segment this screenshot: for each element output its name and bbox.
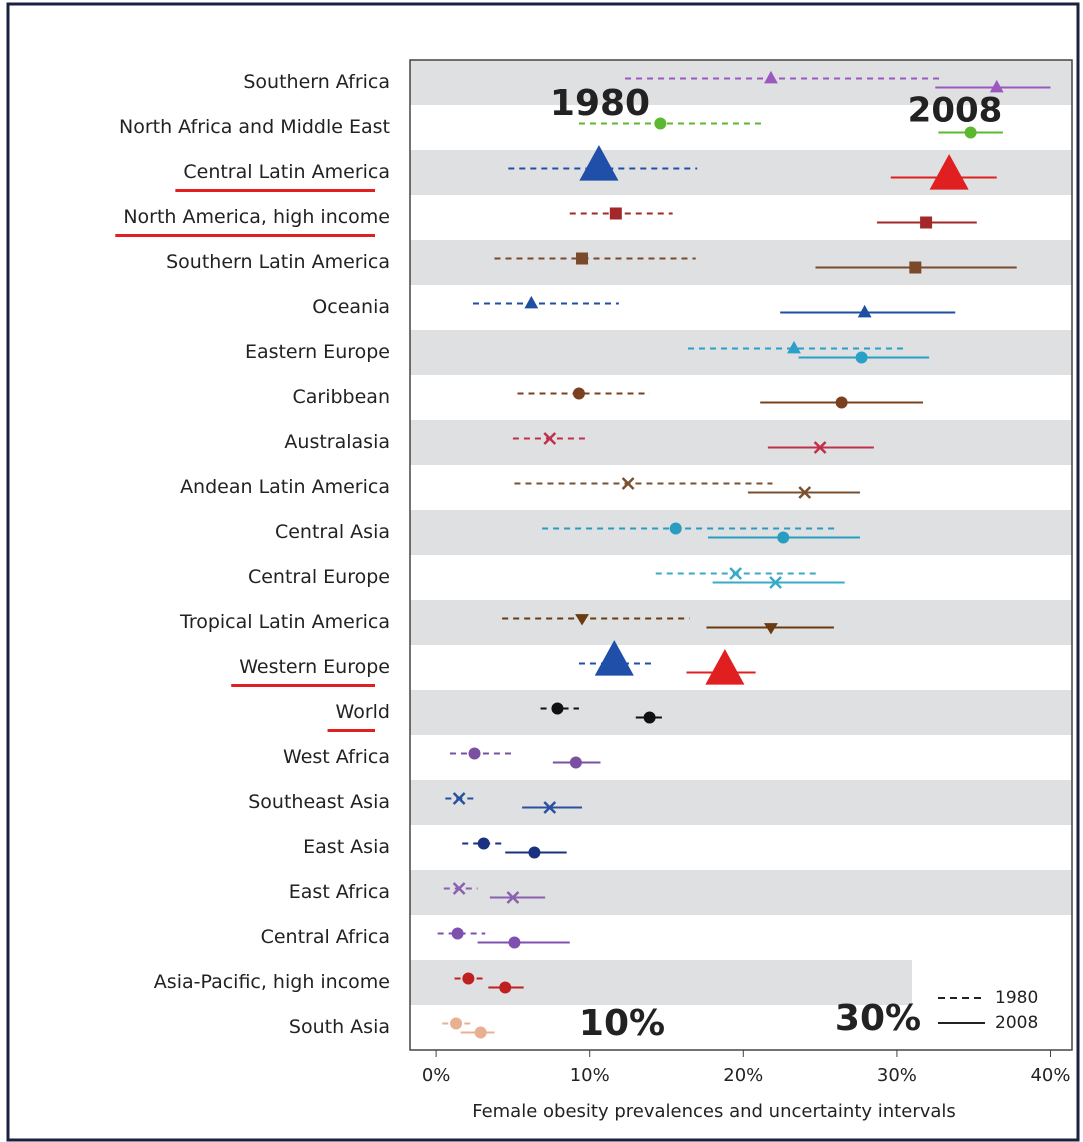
point <box>543 432 557 445</box>
point <box>506 891 520 904</box>
category-label: Southern Latin America <box>166 251 390 273</box>
point <box>594 640 634 676</box>
row-band <box>410 510 1072 555</box>
point <box>798 486 812 499</box>
category-label: Australasia <box>284 431 390 453</box>
row-band <box>410 690 1072 735</box>
point <box>769 576 782 589</box>
point <box>450 1017 463 1030</box>
category-label: Central Europe <box>248 566 390 588</box>
category-label: East Asia <box>303 836 390 858</box>
category-label: Andean Latin America <box>180 476 390 498</box>
point <box>989 79 1004 93</box>
category-label: West Africa <box>283 746 390 768</box>
row-band <box>410 870 1072 915</box>
row-band <box>410 600 1072 645</box>
point <box>621 477 635 490</box>
x-tick-label: 40% <box>1030 1065 1070 1086</box>
point <box>964 126 977 139</box>
point <box>729 567 743 580</box>
x-tick-label: 30% <box>877 1065 917 1086</box>
category-label: Eastern Europe <box>245 341 390 363</box>
category-label: Western Europe <box>239 656 390 678</box>
point <box>787 340 801 354</box>
frame <box>6 2 1080 1142</box>
point <box>462 972 475 985</box>
x-axis-label: Female obesity prevalences and uncertain… <box>472 1101 956 1122</box>
point <box>643 711 656 724</box>
annotation: 10% <box>579 1003 665 1044</box>
row-band <box>410 420 1072 465</box>
point <box>452 882 466 895</box>
category-label: Southern Africa <box>243 71 390 93</box>
point <box>579 145 619 181</box>
row-band <box>410 330 1072 375</box>
category-label: South Asia <box>289 1016 390 1038</box>
category-label: Southeast Asia <box>248 791 390 813</box>
legend-label: 2008 <box>995 1013 1038 1033</box>
point <box>609 207 622 220</box>
plot <box>437 70 1051 1039</box>
point <box>572 387 585 400</box>
x-tick-label: 10% <box>570 1065 610 1086</box>
point <box>705 649 745 685</box>
point <box>777 531 790 544</box>
category-label: Oceania <box>312 296 390 318</box>
annotation: 30% <box>835 998 921 1039</box>
x-tick-label: 0% <box>422 1065 451 1086</box>
point <box>551 702 564 715</box>
point <box>929 154 969 190</box>
point <box>468 747 481 760</box>
point <box>451 927 464 940</box>
category-label: Central Asia <box>275 521 390 543</box>
annotation: 2008 <box>908 91 1003 131</box>
point <box>835 396 848 409</box>
point <box>813 441 827 454</box>
category-label: North America, high income <box>123 206 390 228</box>
point <box>857 304 872 318</box>
category-label: Tropical Latin America <box>179 611 390 633</box>
point <box>569 756 582 769</box>
point <box>920 216 933 229</box>
row-band <box>410 780 1072 825</box>
legend-label: 1980 <box>995 988 1038 1008</box>
point <box>909 261 922 274</box>
point <box>654 117 667 130</box>
point <box>764 623 778 635</box>
category-label: World <box>336 701 390 723</box>
annotation: 1980 <box>550 83 650 124</box>
row-band <box>410 150 1072 195</box>
point <box>452 792 466 805</box>
point <box>499 981 512 994</box>
category-label: East Africa <box>289 881 390 903</box>
point <box>576 252 589 265</box>
bands <box>410 60 1072 1005</box>
point <box>528 846 541 859</box>
point <box>764 70 778 84</box>
row-band <box>410 960 912 1005</box>
point <box>477 837 490 850</box>
point <box>508 936 521 949</box>
plot-frame <box>409 59 1073 1051</box>
category-label: Caribbean <box>293 386 391 408</box>
point <box>543 801 557 814</box>
point <box>474 1026 487 1039</box>
category-label: Central Latin America <box>183 161 390 183</box>
point <box>575 614 589 626</box>
point <box>524 295 539 309</box>
x-tick-label: 20% <box>723 1065 763 1086</box>
row-band <box>410 240 1072 285</box>
point <box>669 522 682 535</box>
category-label: Central Africa <box>261 926 390 948</box>
row-band <box>410 60 1072 105</box>
category-label: Asia-Pacific, high income <box>154 971 390 993</box>
category-label: North Africa and Middle East <box>119 116 390 138</box>
point <box>855 351 868 364</box>
